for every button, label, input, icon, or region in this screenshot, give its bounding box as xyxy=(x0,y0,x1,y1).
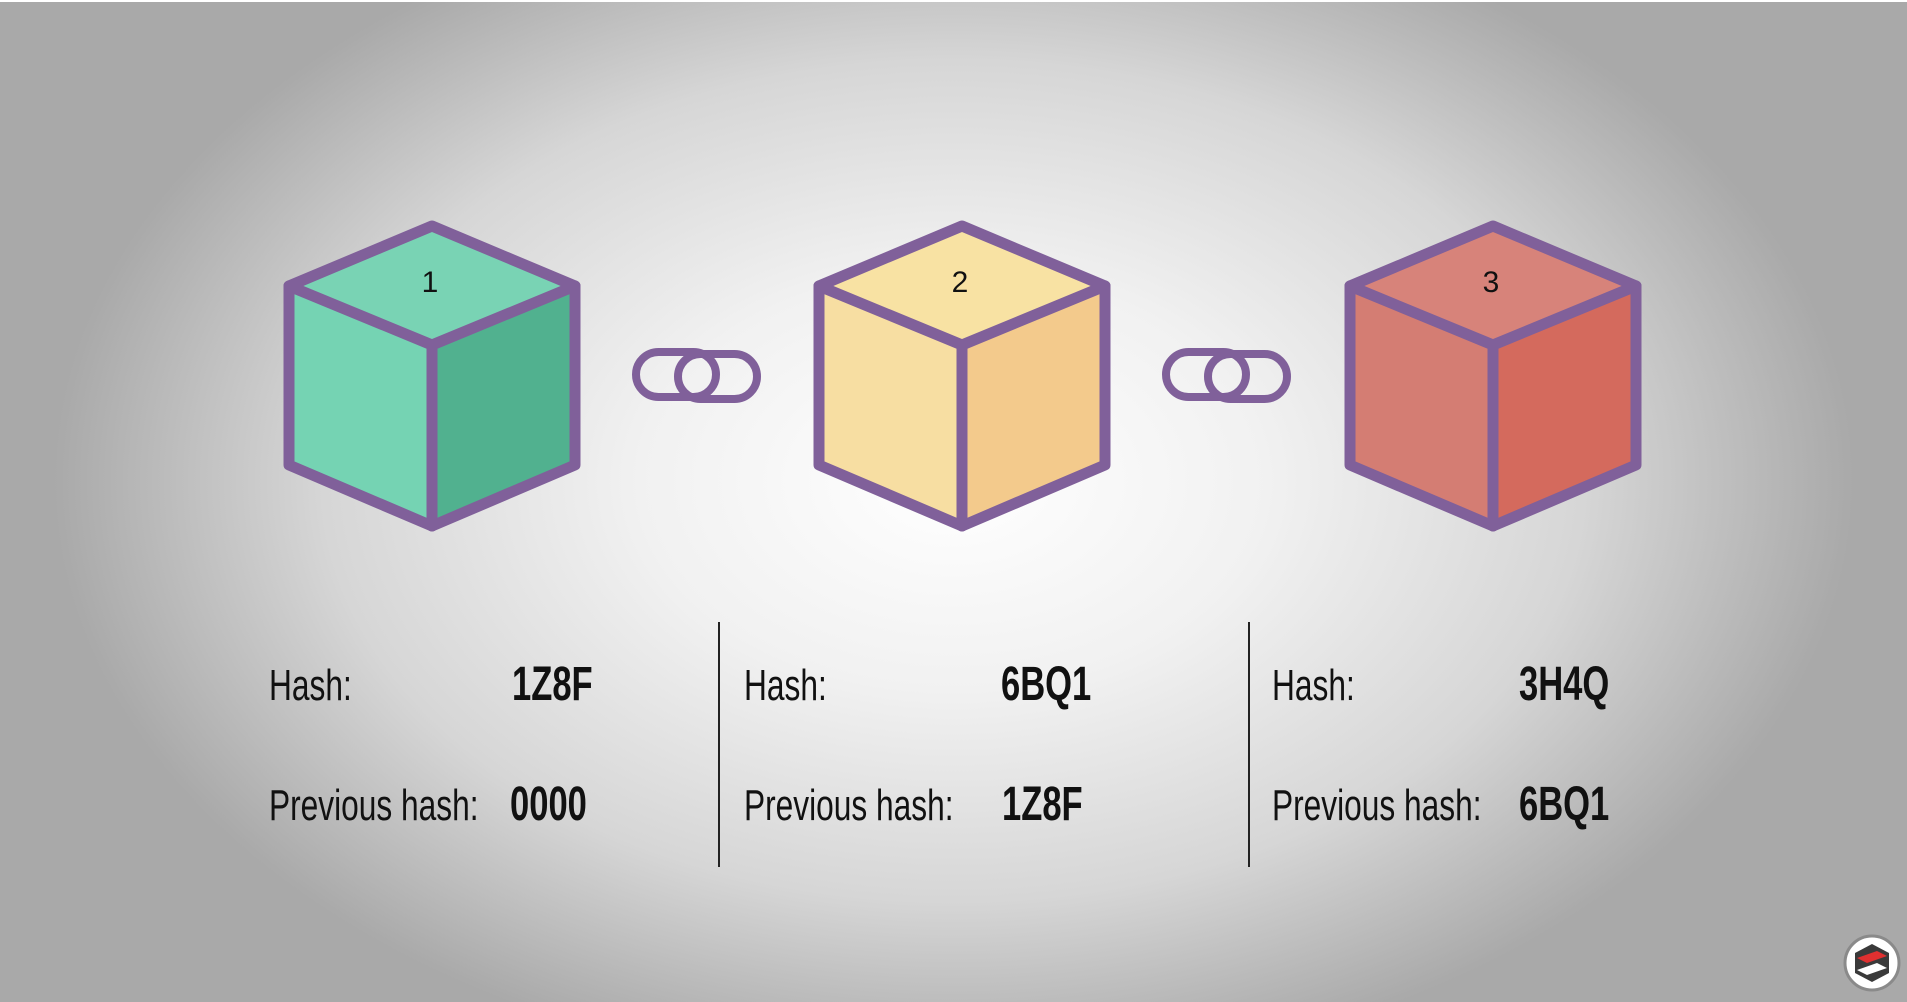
block-3-hash-value: 3H4Q xyxy=(1519,658,1610,711)
chain-link-icon xyxy=(632,348,761,403)
column-divider xyxy=(1248,622,1250,867)
block-1-prev-hash-value: 0000 xyxy=(510,778,587,831)
block-2-number: 2 xyxy=(952,266,969,299)
block-3-right-face xyxy=(1493,286,1636,526)
block-2-hash-label: Hash: xyxy=(744,661,827,710)
block-2-hash-value: 6BQ1 xyxy=(1001,658,1092,711)
block-1-right-face xyxy=(432,286,575,526)
block-3-hash-label: Hash: xyxy=(1272,661,1355,710)
chain-link-icon xyxy=(1162,348,1291,403)
channel-logo-icon[interactable] xyxy=(1843,934,1901,992)
block-3-left-face xyxy=(1350,286,1493,526)
block-1-prev-hash-label: Previous hash: xyxy=(269,781,479,830)
block-1-hash-value: 1Z8F xyxy=(512,658,593,711)
block-3-prev-hash-label: Previous hash: xyxy=(1272,781,1482,830)
top-border xyxy=(0,0,1907,2)
block-2-prev-hash-value: 1Z8F xyxy=(1002,778,1083,831)
block-1-cube-icon: 1 xyxy=(283,220,581,532)
column-divider xyxy=(718,622,720,867)
block-2-left-face xyxy=(819,286,962,526)
block-1-number: 1 xyxy=(422,266,439,299)
block-3-prev-hash-value: 6BQ1 xyxy=(1519,778,1610,831)
block-3-number: 3 xyxy=(1483,266,1500,299)
block-1-left-face xyxy=(289,286,432,526)
block-2-cube-icon: 2 xyxy=(813,220,1111,532)
block-1-hash-label: Hash: xyxy=(269,661,352,710)
block-2-right-face xyxy=(962,286,1105,526)
block-2-prev-hash-label: Previous hash: xyxy=(744,781,954,830)
block-3-cube-icon: 3 xyxy=(1344,220,1642,532)
